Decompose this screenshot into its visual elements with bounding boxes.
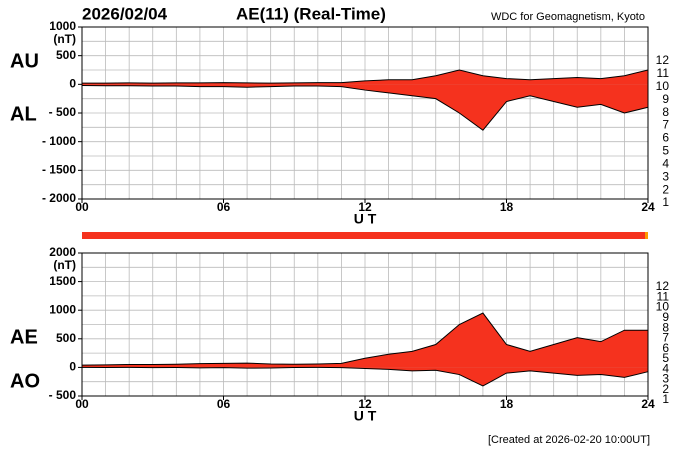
y-tick-label: 2000 xyxy=(49,245,76,259)
y-tick-label: 0 xyxy=(69,360,76,374)
level-label: 4 xyxy=(662,361,669,375)
area xyxy=(82,367,648,386)
level-label: 11 xyxy=(657,289,670,303)
date: 2026/02/04 xyxy=(82,4,168,23)
level-label: 10 xyxy=(656,300,670,314)
x-tick-label: 24 xyxy=(641,200,655,214)
level-label: 2 xyxy=(662,382,669,396)
status-bar-end xyxy=(645,232,648,239)
x-tick-label: 00 xyxy=(75,200,89,214)
series-label: AO xyxy=(10,370,40,392)
y-unit: (nT) xyxy=(53,258,76,272)
level-label: 3 xyxy=(662,169,669,183)
level-label: 6 xyxy=(662,131,669,145)
level-label: 2 xyxy=(662,182,669,196)
x-tick-label: 24 xyxy=(641,397,655,411)
area xyxy=(82,84,648,131)
level-label: 3 xyxy=(662,372,669,386)
level-label: 6 xyxy=(662,341,669,355)
x-tick-label: 18 xyxy=(500,397,514,411)
x-tick-label: 06 xyxy=(217,397,231,411)
status-bar xyxy=(82,232,648,239)
y-tick-label: 0 xyxy=(69,77,76,91)
level-label: 5 xyxy=(662,351,669,365)
x-axis-label: U T xyxy=(354,408,377,424)
level-label: 12 xyxy=(656,279,670,293)
level-label: 4 xyxy=(662,156,669,170)
x-tick-label: 00 xyxy=(75,397,89,411)
y-tick-label: 1500 xyxy=(49,274,76,288)
y-tick-label: 500 xyxy=(56,331,76,345)
area xyxy=(82,313,648,368)
y-tick-label: 500 xyxy=(56,48,76,62)
series-label: AL xyxy=(10,103,37,125)
level-label: 5 xyxy=(662,144,669,158)
x-tick-label: 12 xyxy=(358,200,372,214)
y-tick-label: - 2000 xyxy=(42,191,76,205)
level-label: 7 xyxy=(662,331,669,345)
area xyxy=(82,70,648,85)
y-tick-label: 1000 xyxy=(49,19,76,33)
level-label: 8 xyxy=(662,320,669,334)
level-label: 11 xyxy=(657,66,670,80)
footer: [Created at 2026-02-20 10:00UT] xyxy=(488,434,650,446)
line xyxy=(81,312,648,366)
level-label: 12 xyxy=(656,53,670,67)
x-axis-label: U T xyxy=(354,211,377,227)
level-label: 9 xyxy=(662,310,669,324)
y-tick-label: - 500 xyxy=(49,388,77,402)
level-label: 1 xyxy=(662,195,669,209)
y-tick-label: - 500 xyxy=(49,105,77,119)
level-label: 10 xyxy=(656,79,670,93)
source: WDC for Geomagnetism, Kyoto xyxy=(491,11,645,23)
line xyxy=(81,366,649,387)
y-unit: (nT) xyxy=(53,32,76,46)
x-tick-label: 06 xyxy=(217,200,231,214)
line xyxy=(82,69,649,84)
x-tick-label: 18 xyxy=(500,200,514,214)
y-tick-label: - 1000 xyxy=(42,134,76,148)
level-label: 7 xyxy=(662,118,669,132)
chart-title: AE(11) (Real-Time) xyxy=(236,4,386,23)
x-tick-label: 12 xyxy=(358,397,372,411)
y-tick-label: - 1500 xyxy=(42,163,76,177)
y-tick-label: 1000 xyxy=(49,302,76,316)
level-label: 8 xyxy=(662,105,669,119)
level-label: 1 xyxy=(662,392,669,406)
series-label: AU xyxy=(10,50,39,72)
level-label: 9 xyxy=(662,92,669,106)
series-label: AE xyxy=(10,326,38,348)
line xyxy=(81,84,649,131)
